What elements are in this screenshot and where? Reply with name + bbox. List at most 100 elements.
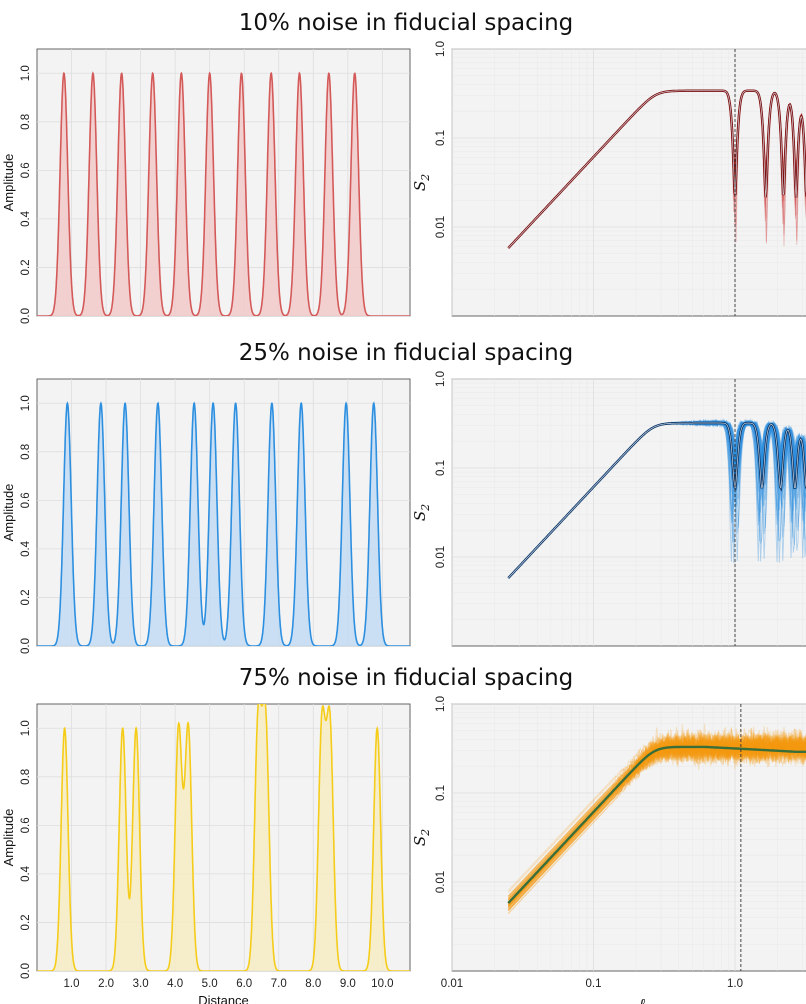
y-axis-label: Amplitude — [1, 484, 16, 542]
ensemble-line — [507, 735, 806, 911]
ensemble-line — [507, 734, 806, 907]
ensemble-line — [507, 733, 806, 909]
y-tick-label: 0.6 — [20, 162, 32, 178]
y-tick-label: 1.0 — [435, 696, 447, 712]
ensemble-line — [507, 731, 806, 906]
mean-line — [508, 422, 806, 579]
y-tick-label: 0.4 — [20, 210, 32, 227]
x-tick-label: 6.0 — [236, 978, 252, 990]
ensemble-line — [507, 735, 806, 907]
ensemble-line — [507, 736, 806, 906]
y-tick-label: 0.4 — [20, 540, 32, 557]
mean-line — [508, 90, 806, 249]
y-tick-label: 1.0 — [20, 720, 32, 736]
y-axis-label: S2 — [411, 174, 432, 191]
ensemble-line — [507, 733, 806, 900]
ensemble-line — [507, 734, 806, 909]
ensemble-line — [507, 738, 806, 912]
y-tick-label: 0.6 — [20, 817, 32, 833]
ensemble-line — [507, 737, 806, 907]
ensemble-line — [507, 736, 806, 910]
ensemble-line — [507, 732, 806, 900]
y-tick-label: 0.01 — [435, 871, 447, 893]
row-title-3: 75% noise in fiducial spacing — [239, 665, 574, 691]
plot-area — [451, 48, 806, 317]
x-tick-label: 0.01 — [441, 978, 463, 990]
y-tick-label: 0.0 — [20, 638, 32, 654]
ensemble-line — [507, 737, 806, 908]
x-axis-label: Distance — [198, 993, 249, 1004]
ensemble-line — [507, 729, 806, 899]
x-tick-label: 7.0 — [271, 978, 287, 990]
x-tick-label: 10.0 — [371, 978, 393, 990]
x-tick-label: 8.0 — [305, 978, 321, 990]
amplitude-panel-3: 0.0 0.2 0.4 0.6 0.8 1.0 Amplitude 1.0 2.0 3.0 4.0 5… — [1, 703, 411, 1004]
ensemble-line — [507, 730, 806, 900]
y-tick-label: 1.0 — [20, 65, 32, 81]
plot-area — [451, 378, 806, 647]
amplitude-panel-1: 0.0 0.2 0.4 0.6 0.8 1.0 Amplitude — [1, 48, 411, 324]
amplitude-panel-2: 0.0 0.2 0.4 0.6 0.8 1.0 Amplitude — [1, 378, 411, 654]
structure-function-panel-2: 1.0 0.1 0.01 S2 — [411, 371, 806, 647]
ensemble-line — [507, 737, 806, 911]
ensemble-line — [507, 735, 806, 901]
y-tick-label: 0.4 — [20, 865, 32, 882]
y-axis-label: Amplitude — [1, 809, 16, 867]
y-tick-label: 0.01 — [435, 546, 447, 568]
amplitude-line — [37, 401, 410, 646]
structure-function-panel-3: 1.0 0.1 0.01 0.01 0.1 1.0 S2 ℓ — [411, 696, 806, 1004]
x-tick-label: 3.0 — [133, 978, 149, 990]
amplitude-line — [37, 71, 410, 316]
ensemble-line — [507, 731, 806, 897]
structure-function-panel-1: 1.0 0.1 0.01 S2 — [411, 41, 806, 317]
ensemble-line — [507, 738, 806, 910]
x-tick-label: 4.0 — [167, 978, 183, 990]
y-tick-label: 0.01 — [435, 216, 447, 238]
plot-area — [36, 703, 411, 972]
y-tick-label: 0.1 — [435, 130, 447, 146]
row-title-2: 25% noise in fiducial spacing — [239, 340, 574, 366]
y-tick-label: 0.2 — [20, 259, 32, 275]
ensemble-line — [507, 727, 806, 898]
x-tick-label: 9.0 — [340, 978, 356, 990]
y-tick-label: 1.0 — [435, 41, 447, 57]
ensemble-line — [507, 731, 806, 901]
y-tick-label: 0.1 — [435, 785, 447, 801]
ensemble-line — [507, 736, 806, 910]
ensemble-line — [507, 726, 806, 891]
ensemble-line — [507, 732, 806, 906]
y-tick-label: 0.0 — [20, 963, 32, 979]
y-axis-label: Amplitude — [1, 154, 16, 212]
ensemble-line — [507, 740, 806, 912]
y-tick-label: 0.8 — [20, 769, 32, 785]
row-title-1: 10% noise in fiducial spacing — [239, 10, 574, 36]
y-tick-label: 0.0 — [20, 308, 32, 324]
ensemble-line — [507, 731, 806, 908]
ensemble-line — [507, 723, 806, 897]
x-tick-label: 1.0 — [64, 978, 80, 990]
x-tick-label: 2.0 — [98, 978, 114, 990]
ensemble-line — [507, 728, 806, 899]
ensemble-line — [507, 723, 806, 893]
x-tick-label: 1.0 — [727, 978, 743, 990]
ensemble-line — [507, 727, 806, 901]
y-axis-label: S2 — [411, 504, 432, 521]
peak-fill — [37, 403, 410, 646]
y-tick-label: 0.6 — [20, 492, 32, 508]
x-axis-label: ℓ — [639, 995, 645, 1004]
ensemble-line — [507, 735, 806, 908]
y-tick-label: 0.2 — [20, 589, 32, 605]
ensemble-line — [507, 737, 806, 910]
y-axis-label: S2 — [411, 829, 432, 846]
ensemble-line — [507, 733, 806, 908]
ensemble-line — [507, 734, 806, 902]
ensemble-line — [507, 742, 806, 915]
y-tick-label: 0.1 — [435, 460, 447, 476]
y-tick-label: 0.8 — [20, 444, 32, 460]
y-tick-label: 0.8 — [20, 114, 32, 130]
y-tick-label: 1.0 — [435, 371, 447, 387]
x-tick-label: 0.1 — [586, 978, 602, 990]
ensemble-line — [507, 734, 806, 906]
mean-line — [507, 746, 806, 904]
